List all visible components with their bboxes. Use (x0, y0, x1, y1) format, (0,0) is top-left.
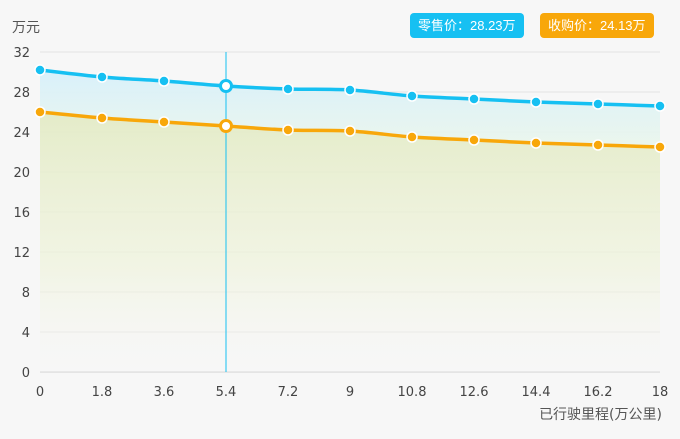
y-tick-label: 4 (22, 326, 30, 341)
retail-price-point (219, 79, 233, 93)
purchase-price-point (34, 106, 46, 118)
x-tick-label: 12.6 (460, 385, 489, 400)
retail-price-point (96, 71, 108, 83)
retail-price-point (344, 84, 356, 96)
purchase-price-point (219, 119, 233, 133)
y-tick-label: 32 (13, 46, 30, 61)
purchase-price-point (654, 141, 666, 153)
y-tick-label: 12 (13, 246, 30, 261)
x-tick-label: 1.8 (92, 385, 113, 400)
retail-price-point (158, 75, 170, 87)
purchase-price-point (344, 125, 356, 137)
y-tick-label: 24 (13, 126, 30, 141)
area-fills (40, 70, 660, 372)
x-tick-label: 18 (652, 385, 669, 400)
x-tick-label: 14.4 (522, 385, 551, 400)
x-tick-label: 0 (36, 385, 44, 400)
retail-price-badge: 零售价：28.23万 (410, 13, 524, 38)
purchase-price-badge: 收购价：24.13万 (540, 13, 654, 38)
retail-price-point (530, 96, 542, 108)
retail-band-area (40, 70, 660, 147)
purchase-area (40, 112, 660, 372)
y-tick-label: 28 (13, 86, 30, 101)
x-tick-label: 5.4 (216, 385, 237, 400)
purchase-price-point (468, 134, 480, 146)
x-axis-label: 已行驶里程(万公里) (539, 407, 662, 423)
x-tick-label: 16.2 (584, 385, 613, 400)
purchase-price-point (96, 112, 108, 124)
x-tick-label: 9 (346, 385, 354, 400)
y-tick-label: 8 (22, 286, 30, 301)
y-axis-label: 万元 (12, 20, 40, 36)
retail-price-point (34, 64, 46, 76)
retail-price-point (592, 98, 604, 110)
purchase-price-point (592, 139, 604, 151)
x-tick-label: 7.2 (278, 385, 299, 400)
retail-price-point (282, 83, 294, 95)
purchase-price-point (282, 124, 294, 136)
retail-price-point (654, 100, 666, 112)
y-tick-label: 16 (13, 206, 30, 221)
retail-price-point (406, 90, 418, 102)
purchase-price-point (158, 116, 170, 128)
axis-labels: 万元 已行驶里程(万公里) 0 4 8 12 16 20 24 28 32 0 1.8 3.6 5.4 7… (12, 20, 668, 423)
purchase-price-point (406, 131, 418, 143)
x-tick-label: 10.8 (398, 385, 427, 400)
retail-price-point (468, 93, 480, 105)
purchase-price-point (530, 137, 542, 149)
y-tick-label: 20 (13, 166, 30, 181)
x-tick-label: 3.6 (154, 385, 175, 400)
series-points (34, 64, 666, 153)
y-tick-label: 0 (22, 366, 30, 381)
